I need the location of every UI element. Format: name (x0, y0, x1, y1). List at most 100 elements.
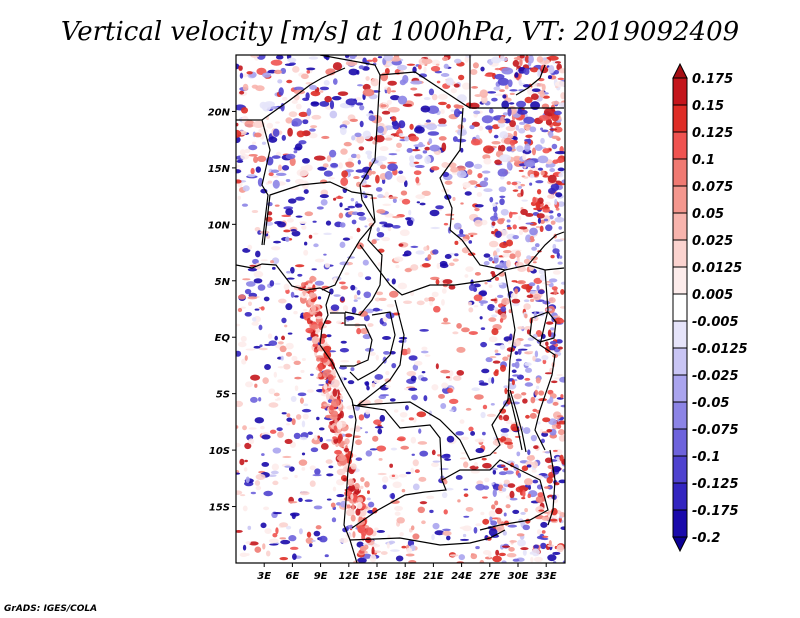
velocity-blob (421, 346, 428, 351)
velocity-blob (535, 377, 541, 384)
velocity-blob (282, 96, 288, 101)
velocity-blob (448, 284, 456, 290)
velocity-blob (515, 250, 522, 258)
velocity-blob (480, 66, 485, 72)
velocity-blob (328, 350, 337, 353)
velocity-blob (468, 284, 476, 291)
velocity-blob (457, 129, 467, 136)
velocity-blob (285, 303, 293, 311)
velocity-blob (441, 142, 447, 152)
velocity-blob (436, 262, 440, 270)
velocity-blob (494, 93, 504, 97)
velocity-blob (308, 234, 313, 239)
velocity-blob (440, 109, 445, 115)
velocity-blob (448, 398, 459, 405)
velocity-blob (266, 122, 274, 129)
velocity-blob (520, 208, 528, 216)
velocity-blob (364, 225, 368, 228)
velocity-blob (516, 256, 520, 263)
velocity-blob (336, 455, 346, 462)
velocity-blob (365, 76, 370, 81)
velocity-blob (450, 109, 455, 112)
velocity-blob (365, 527, 374, 536)
velocity-blob (444, 254, 452, 259)
velocity-blob (543, 486, 551, 489)
velocity-blob (483, 158, 492, 165)
velocity-blob (405, 405, 409, 411)
velocity-blob (475, 483, 486, 491)
velocity-blob (285, 153, 296, 160)
velocity-blob (271, 155, 281, 159)
velocity-blob (414, 360, 423, 366)
velocity-blob (294, 474, 298, 479)
velocity-blob (536, 529, 542, 535)
velocity-blob (468, 307, 474, 313)
velocity-blob (336, 320, 342, 325)
velocity-blob (334, 449, 342, 455)
velocity-blob (521, 284, 530, 290)
velocity-blob (555, 207, 560, 211)
velocity-blob (355, 439, 363, 446)
velocity-blob (467, 301, 472, 306)
velocity-blob (507, 79, 513, 88)
velocity-blob (353, 299, 358, 302)
velocity-blob (490, 215, 499, 221)
x-tick-label: 9E (314, 571, 328, 582)
velocity-blob (492, 469, 497, 475)
velocity-blob (278, 298, 287, 304)
velocity-blob (268, 402, 279, 408)
velocity-blob (494, 67, 501, 71)
colorbar-label: 0.0125 (692, 261, 742, 276)
velocity-blob (338, 212, 344, 219)
velocity-blob (533, 277, 543, 284)
velocity-blob (473, 526, 478, 534)
velocity-blob (268, 388, 276, 395)
velocity-blob (313, 243, 319, 248)
velocity-blob (476, 480, 484, 486)
velocity-blob (550, 220, 556, 225)
velocity-blob (285, 236, 290, 243)
velocity-blob (508, 102, 515, 105)
velocity-blob (460, 436, 469, 441)
velocity-blob (362, 333, 372, 340)
velocity-blob (551, 113, 560, 122)
velocity-blob (285, 208, 294, 216)
colorbar-swatch (672, 266, 688, 295)
velocity-blob (470, 234, 474, 238)
velocity-blob (488, 240, 499, 248)
velocity-blob (491, 327, 499, 336)
velocity-blob (325, 439, 333, 442)
velocity-blob (284, 324, 288, 328)
velocity-blob (535, 506, 545, 514)
velocity-blob (275, 121, 280, 124)
velocity-blob (318, 427, 325, 431)
velocity-blob (286, 79, 293, 84)
velocity-blob (406, 63, 416, 66)
velocity-blob (355, 169, 366, 173)
velocity-blob (356, 70, 360, 75)
velocity-blob (541, 129, 549, 133)
velocity-blob (329, 100, 335, 110)
velocity-blob (453, 83, 460, 88)
east-border (534, 269, 556, 451)
nigeria-border (263, 181, 376, 291)
velocity-blob (523, 159, 536, 168)
velocity-blob (323, 80, 330, 86)
sudan-south-border (461, 239, 565, 271)
velocity-blob (523, 116, 535, 124)
velocity-blob (548, 540, 552, 546)
velocity-blob (489, 356, 497, 359)
velocity-blob (245, 541, 251, 545)
velocity-blob (427, 105, 440, 114)
velocity-blob (392, 122, 400, 130)
velocity-blob (397, 436, 406, 442)
velocity-blob (257, 284, 266, 291)
velocity-blob (528, 55, 534, 64)
velocity-blob (559, 511, 565, 518)
velocity-blob (330, 502, 336, 508)
velocity-blob (416, 411, 427, 418)
velocity-blob (442, 528, 451, 532)
velocity-blob (272, 480, 279, 486)
velocity-blob (503, 118, 511, 124)
velocity-blob (524, 377, 531, 381)
